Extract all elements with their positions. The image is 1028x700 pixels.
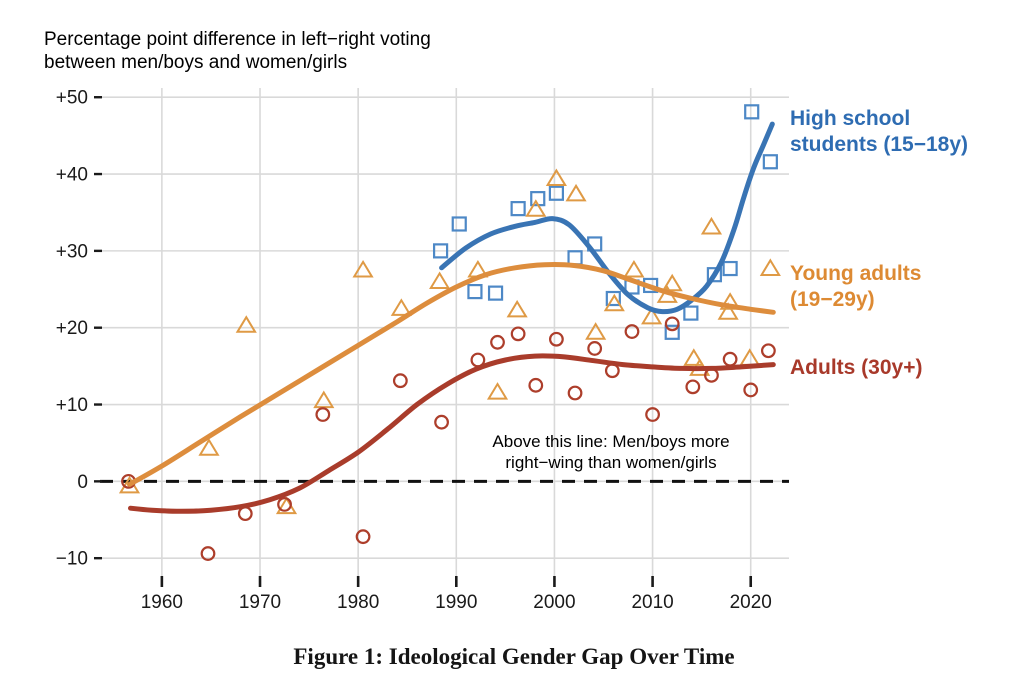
young-adults-data-point bbox=[661, 273, 683, 292]
plot-area: 1960 1970 1980 1990 2000 2010 2020 −10 0 +10 +20 +3… bbox=[56, 88, 789, 613]
legend-adults-line1: Adults (30y+) bbox=[790, 356, 923, 379]
adults-data-point bbox=[645, 407, 660, 422]
legend-adults: Adults (30y+) bbox=[790, 355, 1025, 381]
legend-young-adults: Young adults (19−29y) bbox=[790, 261, 1025, 313]
y-axis-tick-label: −10 bbox=[56, 549, 88, 570]
x-axis-tick-label: 2010 bbox=[631, 592, 673, 613]
young-adults-data-point bbox=[623, 259, 645, 278]
high-school-data-point bbox=[467, 283, 483, 300]
adults-data-point bbox=[760, 343, 776, 359]
x-axis-tick-label: 1970 bbox=[239, 592, 281, 613]
high-school-data-point bbox=[664, 324, 680, 340]
adults-data-point bbox=[355, 529, 371, 545]
adults-data-point bbox=[549, 331, 564, 347]
adults-data-point bbox=[722, 351, 738, 367]
adults-data-point bbox=[392, 373, 408, 389]
adults-data-point bbox=[434, 414, 449, 430]
adults-data-point bbox=[624, 324, 640, 339]
high-school-data-point bbox=[605, 290, 621, 307]
young-adults-trend-line bbox=[127, 261, 776, 487]
young-adults-data-point bbox=[352, 259, 374, 278]
high-school-data-point bbox=[548, 185, 565, 201]
zero-line-annotation-line2: right−wing than women/girls bbox=[505, 453, 717, 472]
figure-caption: Figure 1: Ideological Gender Gap Over Ti… bbox=[293, 644, 735, 669]
y-axis-tick-label: 0 bbox=[77, 472, 88, 493]
adults-data-point bbox=[528, 377, 544, 393]
young-adults-data-point bbox=[545, 168, 567, 187]
young-adults-data-point bbox=[486, 382, 509, 400]
y-axis-tick-label: +30 bbox=[56, 241, 88, 262]
y-axis-tick-label: +10 bbox=[56, 395, 88, 416]
chart-title-line1: Percentage point difference in left−righ… bbox=[44, 29, 431, 50]
legend-high-school-students: High school students (15−18y) bbox=[790, 106, 1025, 158]
young-adults-data-point bbox=[717, 302, 739, 320]
high-school-data-point bbox=[744, 104, 760, 120]
young-adults-data-point bbox=[565, 183, 587, 202]
young-adults-data-point bbox=[506, 299, 528, 318]
young-adults-data-point bbox=[235, 315, 257, 333]
adults-data-point bbox=[315, 407, 331, 422]
young-adults-data-point bbox=[603, 293, 625, 312]
young-adults-data-point bbox=[429, 271, 451, 290]
adults-data-point bbox=[685, 379, 701, 395]
adults-data-point bbox=[237, 506, 253, 522]
young-adults-data-point bbox=[700, 216, 723, 235]
legend-young-adults-line1: Young adults bbox=[790, 262, 922, 285]
zero-line-annotation-line1: Above this line: Men/boys more bbox=[492, 432, 730, 451]
y-axis-tick-label: +20 bbox=[56, 318, 88, 339]
high-school-data-point bbox=[432, 243, 449, 259]
chart-title-line2: between men/boys and women/girls bbox=[44, 52, 348, 73]
young-adults-data-point bbox=[759, 258, 781, 276]
high-school-data-point bbox=[510, 201, 526, 217]
adults-data-point bbox=[510, 326, 526, 342]
young-adults-data-point bbox=[585, 322, 607, 340]
x-axis-tick-label: 1960 bbox=[141, 592, 183, 613]
young-adults-data-point bbox=[198, 438, 220, 456]
adults-data-point bbox=[200, 546, 216, 561]
adults-data-point bbox=[490, 334, 505, 350]
adults-trend-line bbox=[128, 353, 776, 514]
high-school-data-point bbox=[722, 260, 738, 277]
legend-young-adults-line2: (19−29y) bbox=[790, 288, 875, 311]
young-adults-data-point bbox=[390, 298, 412, 316]
high-school-data-point bbox=[762, 154, 778, 170]
high-school-data-point bbox=[683, 305, 699, 321]
young-adults-data-point bbox=[641, 306, 663, 325]
adults-data-point bbox=[567, 385, 583, 401]
young-adults-data-point bbox=[313, 390, 335, 409]
x-axis-tick-label: 2020 bbox=[730, 592, 772, 613]
zero-line-annotation: Above this line: Men/boys more right−win… bbox=[430, 431, 792, 473]
x-axis-tick-label: 1990 bbox=[435, 592, 477, 613]
chart-title: Percentage point difference in left−righ… bbox=[44, 28, 431, 74]
x-axis-tick-label: 1980 bbox=[337, 592, 379, 613]
high-school-data-point bbox=[451, 216, 467, 232]
high-school-data-point bbox=[487, 285, 504, 301]
adults-data-point bbox=[277, 497, 292, 512]
high-school-data-point bbox=[706, 267, 723, 283]
adults-data-point bbox=[664, 316, 680, 332]
y-axis-tick-label: +50 bbox=[56, 88, 88, 109]
legend-high-school-line2: students (15−18y) bbox=[790, 133, 968, 156]
adults-data-point bbox=[587, 341, 603, 356]
y-axis-tick-label: +40 bbox=[56, 165, 88, 186]
young-adults-data-point bbox=[525, 199, 547, 217]
adults-data-point bbox=[743, 382, 759, 398]
high-school-data-point bbox=[567, 250, 583, 266]
legend-high-school-line1: High school bbox=[790, 107, 911, 130]
young-adults-data-point bbox=[719, 292, 741, 310]
young-adults-data-point bbox=[683, 348, 705, 366]
young-adults-data-point bbox=[739, 348, 761, 366]
x-axis-tick-label: 2000 bbox=[533, 592, 575, 613]
high-school-trend-line bbox=[439, 121, 775, 315]
